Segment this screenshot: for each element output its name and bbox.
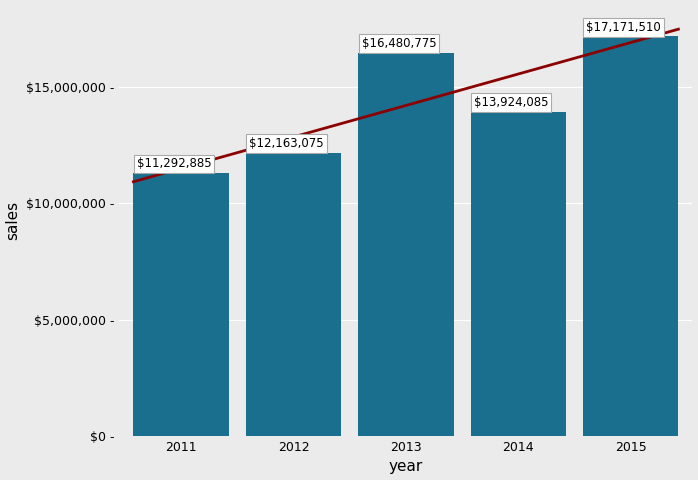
Bar <box>583 36 678 436</box>
Text: $12,163,075: $12,163,075 <box>249 137 324 150</box>
Bar <box>246 153 341 436</box>
Bar <box>358 52 454 436</box>
Bar <box>133 173 229 436</box>
Y-axis label: sales: sales <box>6 201 20 240</box>
Text: $16,480,775: $16,480,775 <box>362 37 436 50</box>
Text: $17,171,510: $17,171,510 <box>586 21 661 34</box>
X-axis label: year: year <box>389 459 423 474</box>
Text: $11,292,885: $11,292,885 <box>137 157 211 170</box>
Bar <box>470 112 566 436</box>
Text: $13,924,085: $13,924,085 <box>474 96 549 109</box>
